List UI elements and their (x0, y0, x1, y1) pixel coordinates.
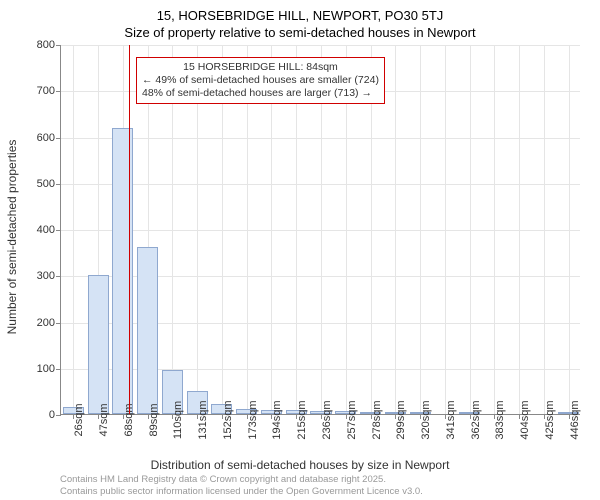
x-tick-label: 257sqm (346, 400, 358, 439)
gridline-v (73, 45, 74, 414)
y-axis-label: Number of semi-detached properties (5, 140, 19, 335)
footer-credits: Contains HM Land Registry data © Crown c… (60, 474, 423, 498)
y-tick-label: 700 (37, 85, 55, 97)
y-tick-mark (56, 184, 61, 185)
x-tick-label: 131sqm (197, 400, 209, 439)
y-tick-label: 300 (37, 270, 55, 282)
gridline-v (420, 45, 421, 414)
title-sub: Size of property relative to semi-detach… (0, 23, 600, 40)
x-tick-label: 236sqm (321, 400, 333, 439)
y-tick-mark (56, 276, 61, 277)
y-tick-label: 600 (37, 132, 55, 144)
y-tick-mark (56, 138, 61, 139)
gridline-v (470, 45, 471, 414)
marker-line (129, 45, 130, 414)
x-tick-label: 278sqm (371, 400, 383, 439)
annotation-line: 48% of semi-detached houses are larger (… (142, 87, 379, 100)
gridline-v (569, 45, 570, 414)
x-axis-label: Distribution of semi-detached houses by … (0, 458, 600, 472)
chart-container: 15, HORSEBRIDGE HILL, NEWPORT, PO30 5TJ … (0, 0, 600, 500)
y-tick-label: 0 (49, 409, 55, 421)
y-tick-mark (56, 230, 61, 231)
x-tick-label: 299sqm (395, 400, 407, 439)
y-tick-mark (56, 91, 61, 92)
y-tick-label: 500 (37, 178, 55, 190)
annotation-line: 15 HORSEBRIDGE HILL: 84sqm (142, 61, 379, 74)
x-tick-label: 446sqm (569, 400, 581, 439)
x-tick-label: 425sqm (544, 400, 556, 439)
x-tick-label: 215sqm (296, 400, 308, 439)
x-tick-label: 320sqm (420, 400, 432, 439)
gridline-v (544, 45, 545, 414)
x-tick-label: 47sqm (98, 403, 110, 436)
x-tick-label: 110sqm (172, 401, 184, 439)
annotation-line: ← 49% of semi-detached houses are smalle… (142, 74, 379, 87)
title-main: 15, HORSEBRIDGE HILL, NEWPORT, PO30 5TJ (0, 0, 600, 23)
y-tick-label: 800 (37, 39, 55, 51)
gridline-v (519, 45, 520, 414)
bar (137, 247, 158, 414)
y-tick-mark (56, 415, 61, 416)
bar (88, 275, 109, 414)
y-tick-label: 100 (37, 363, 55, 375)
plot-area: 010020030040050060070080026sqm47sqm68sqm… (60, 45, 580, 415)
gridline-v (395, 45, 396, 414)
x-tick-label: 194sqm (271, 400, 283, 439)
x-tick-label: 173sqm (247, 400, 259, 439)
footer-line-1: Contains HM Land Registry data © Crown c… (60, 474, 423, 486)
gridline-v (494, 45, 495, 414)
x-tick-label: 89sqm (148, 403, 160, 436)
annotation-box: 15 HORSEBRIDGE HILL: 84sqm← 49% of semi-… (136, 57, 385, 104)
x-tick-label: 26sqm (73, 403, 85, 436)
footer-line-2: Contains public sector information licen… (60, 486, 423, 498)
y-tick-label: 400 (37, 224, 55, 236)
gridline-v (445, 45, 446, 414)
x-tick-label: 404sqm (519, 400, 531, 439)
y-tick-mark (56, 369, 61, 370)
x-tick-label: 152sqm (222, 400, 234, 439)
x-tick-label: 383sqm (494, 400, 506, 439)
y-tick-mark (56, 45, 61, 46)
y-tick-mark (56, 323, 61, 324)
y-tick-label: 200 (37, 317, 55, 329)
x-tick-label: 341sqm (445, 400, 457, 439)
x-tick-label: 362sqm (470, 400, 482, 439)
